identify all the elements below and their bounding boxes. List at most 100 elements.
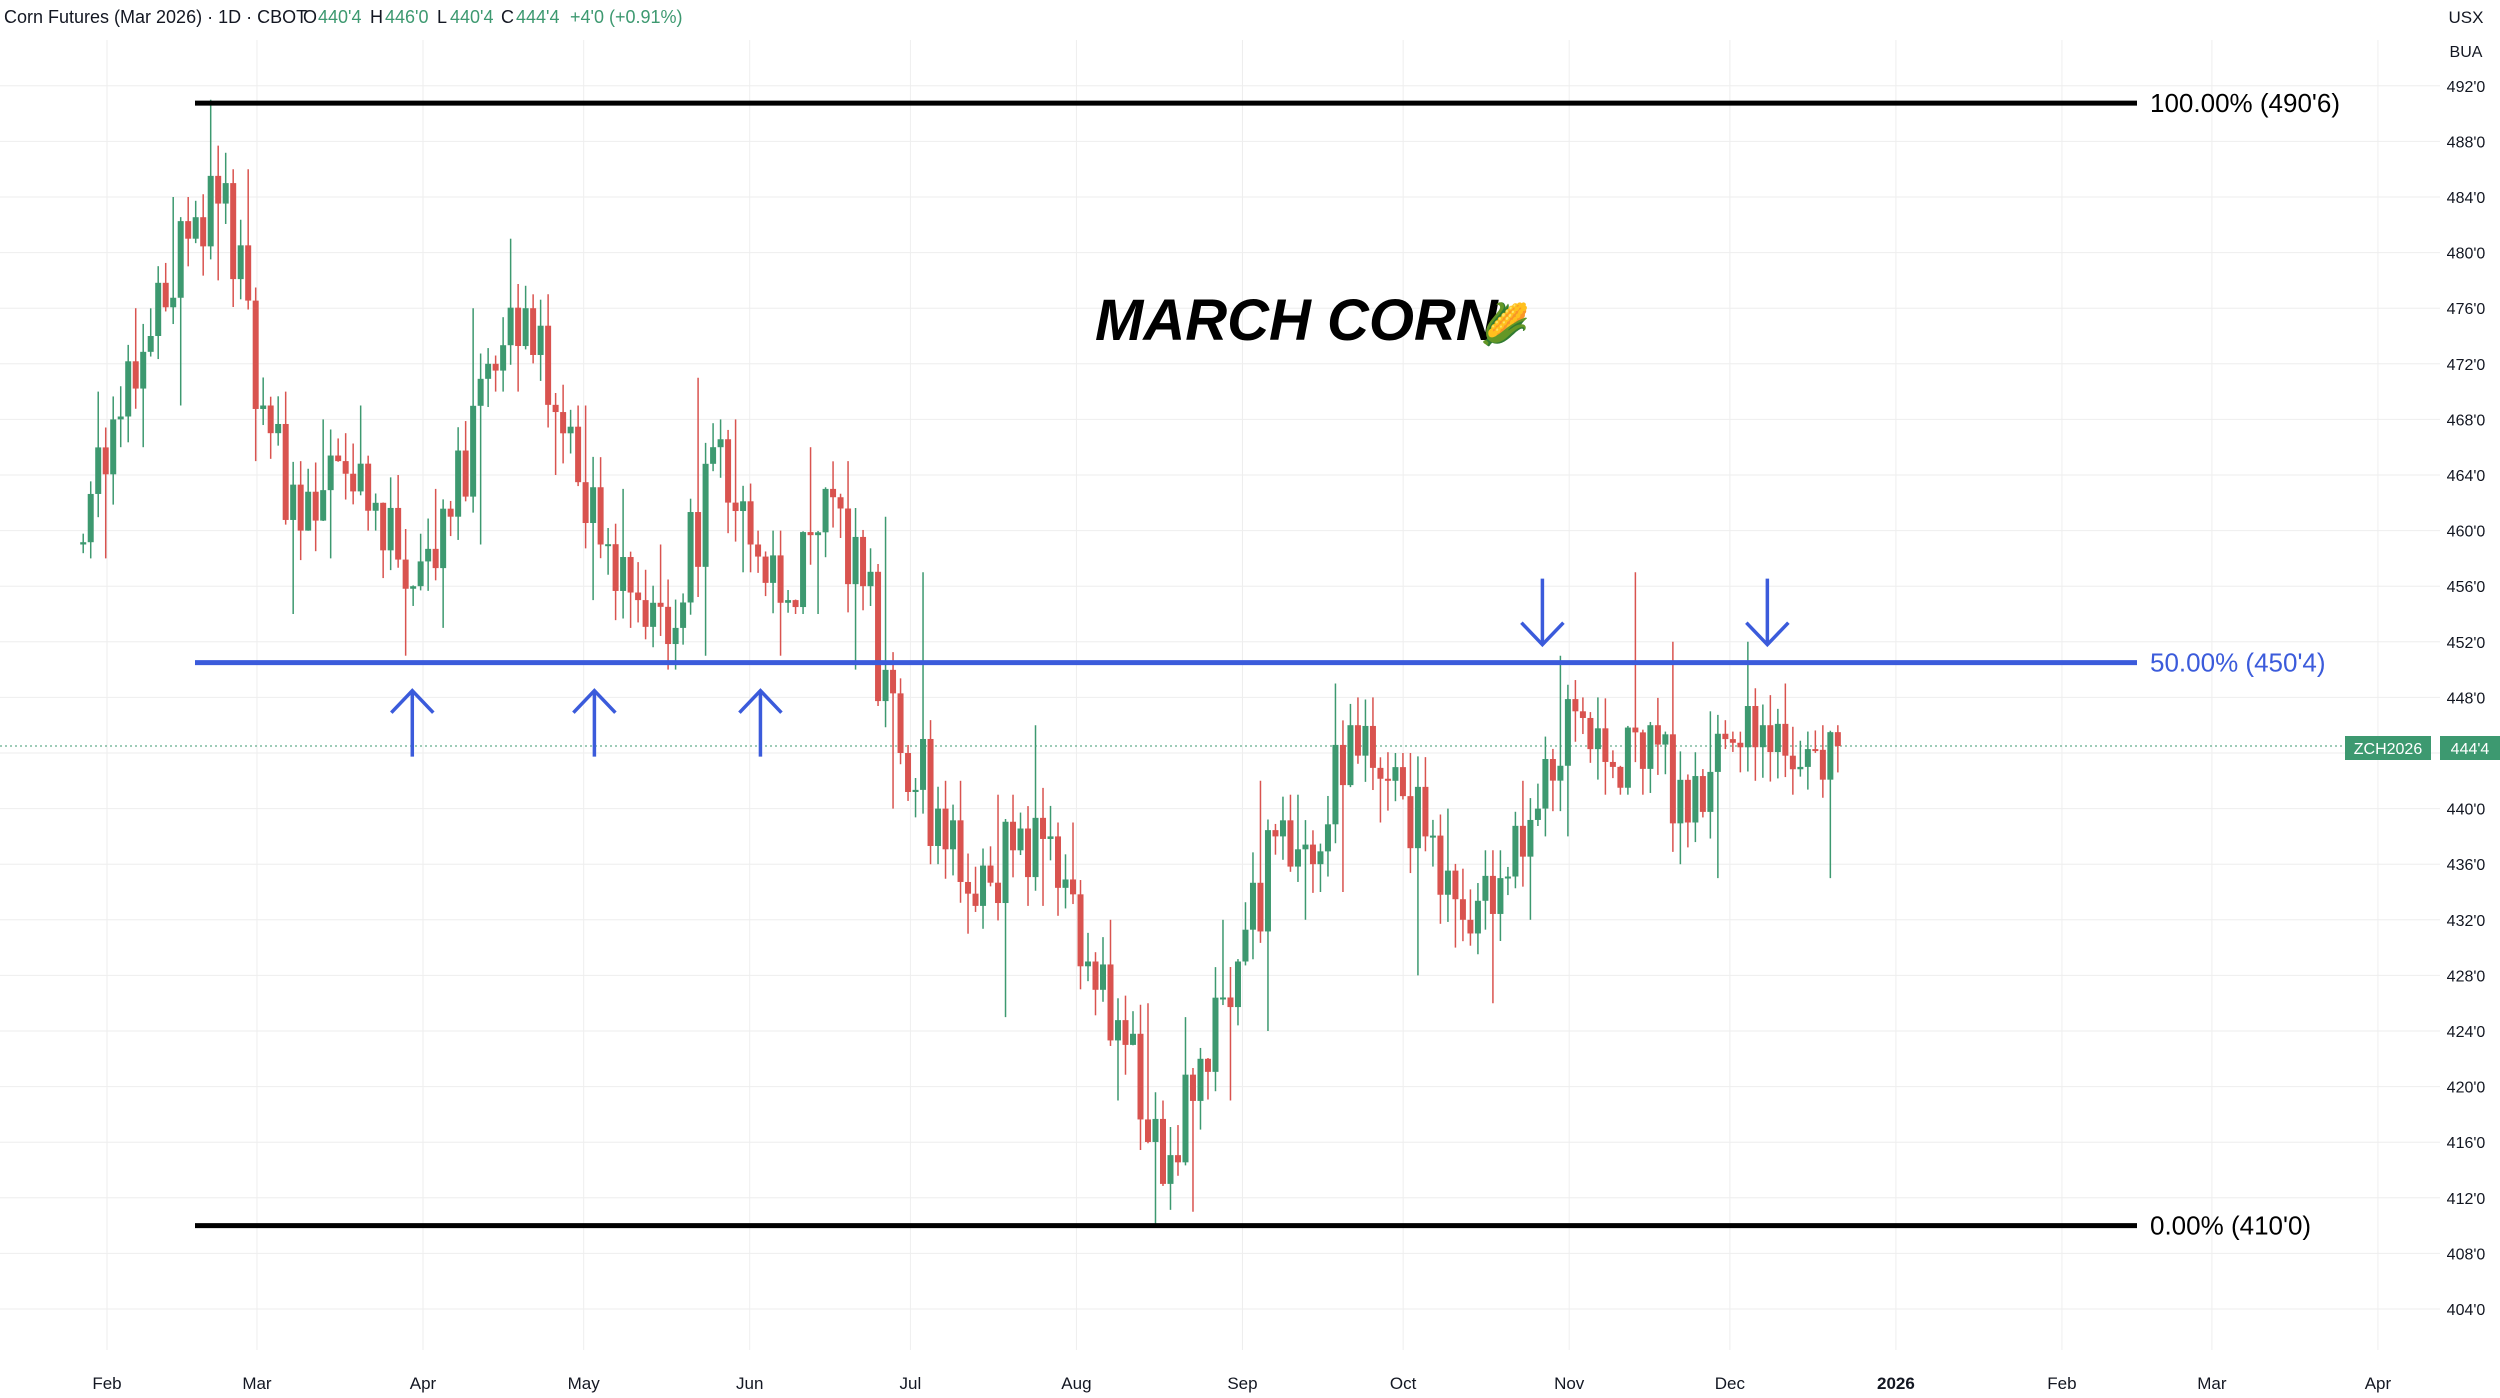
candle-body [1092,961,1099,990]
ohlc-legend: O 440'4 H 446'0 L 440'4 C 444'4 +4'0 (+0… [303,7,683,27]
x-tick-label: Oct [1390,1374,1417,1393]
x-tick-label: Mar [242,1374,272,1393]
candle-body [215,175,222,204]
candle-body [1767,725,1774,753]
y-tick-label: 476'0 [2447,301,2486,318]
candle-body [1482,875,1489,901]
candle-body [890,669,897,694]
candle-body [1100,964,1107,990]
candle-body [537,325,544,355]
candle-body [920,738,927,790]
candle-body [1504,876,1511,879]
candle-body [1212,997,1219,1072]
x-tick-label: Feb [2047,1374,2076,1393]
candle-body [1070,879,1077,895]
candle-body [1549,759,1556,781]
candle-body [800,532,807,608]
up-arrow-icon [390,688,435,757]
y-tick-label: 480'0 [2447,246,2486,263]
candle-body [1722,733,1729,740]
open-value: 440'4 [318,7,361,27]
x-tick-label: 2026 [1877,1374,1915,1393]
candle-body [1812,749,1819,752]
fib-retracement[interactable]: 100.00% (490'6) 50.00% (450'4) 0.00% (410'… [195,88,2340,1241]
candle-body [665,606,672,645]
candle-body [777,555,784,603]
y-tick-label: 424'0 [2447,1024,2486,1041]
candle-body [1407,796,1414,849]
candle-body [305,491,312,531]
candle-body [1279,820,1286,837]
candle-body [695,512,702,567]
candle-body [1302,844,1309,850]
candle-body [1714,733,1721,772]
candle-body [492,363,499,371]
candle-body [1819,749,1826,780]
candle-body [387,507,394,551]
candle-body [1602,728,1609,762]
candle-body [462,450,469,497]
candle-body [207,175,214,247]
y-tick-label: 484'0 [2447,190,2486,207]
candle-body [1107,964,1114,1041]
up-arrow-icon [572,688,617,757]
annotation-title[interactable]: MARCH CORN [1095,288,1499,353]
y-tick-label: 492'0 [2447,79,2486,96]
candle-body [1159,1118,1166,1184]
candle-body [650,602,657,627]
candle-body [410,586,417,589]
candle-body [162,282,169,308]
symbol-description[interactable]: Corn Futures (Mar 2026) · 1D · CBOT [4,7,307,27]
candle-body [717,439,724,448]
candle-body [1774,723,1781,753]
candle-body [950,820,957,850]
candle-body [552,404,559,413]
candle-body [680,602,687,628]
x-tick-label: Mar [2197,1374,2227,1393]
candle-body [230,183,237,280]
candle-body [1437,835,1444,895]
fib-level-label: 0.00% (410'0) [2150,1211,2311,1241]
candle-body [297,484,304,531]
candle-body [267,405,274,434]
candle-body [357,463,364,492]
candle-body [762,556,769,583]
candle-body [1617,766,1624,788]
candle-body [1242,929,1249,962]
candle-body [1152,1118,1159,1142]
grid [0,40,2440,1350]
candle-body [815,532,822,536]
candle-body [1669,734,1676,824]
candle-body [635,592,642,601]
y-tick-label: 448'0 [2447,690,2486,707]
candle-body [522,308,529,347]
candle-body [582,482,589,524]
y-tick-label: 456'0 [2447,579,2486,596]
candle-body [687,512,694,603]
candle-body [1512,825,1519,877]
candle-body [1542,759,1549,809]
x-tick-label: Nov [1554,1374,1585,1393]
candle-body [642,600,649,627]
candle-body [380,502,387,551]
candle-body [597,487,604,545]
candle-body [957,820,964,882]
candle-body [365,463,372,511]
currency-label[interactable]: USX [2449,8,2484,27]
x-tick-label: Jul [900,1374,922,1393]
candle-body [200,217,207,247]
candle-body [1587,717,1594,750]
candle-body [1167,1155,1174,1184]
candle-body [312,491,319,521]
candle-body [710,447,717,464]
down-arrow-icon [1520,578,1565,648]
candle-body [275,423,282,434]
candle-body [1534,808,1541,820]
candle-body [1489,875,1496,914]
candle-body [350,473,357,492]
high-value: 446'0 [385,7,428,27]
candle-body [657,602,664,607]
x-tick-label: Sep [1227,1374,1257,1393]
candle-body [1129,1033,1136,1045]
candle-body [87,493,94,543]
